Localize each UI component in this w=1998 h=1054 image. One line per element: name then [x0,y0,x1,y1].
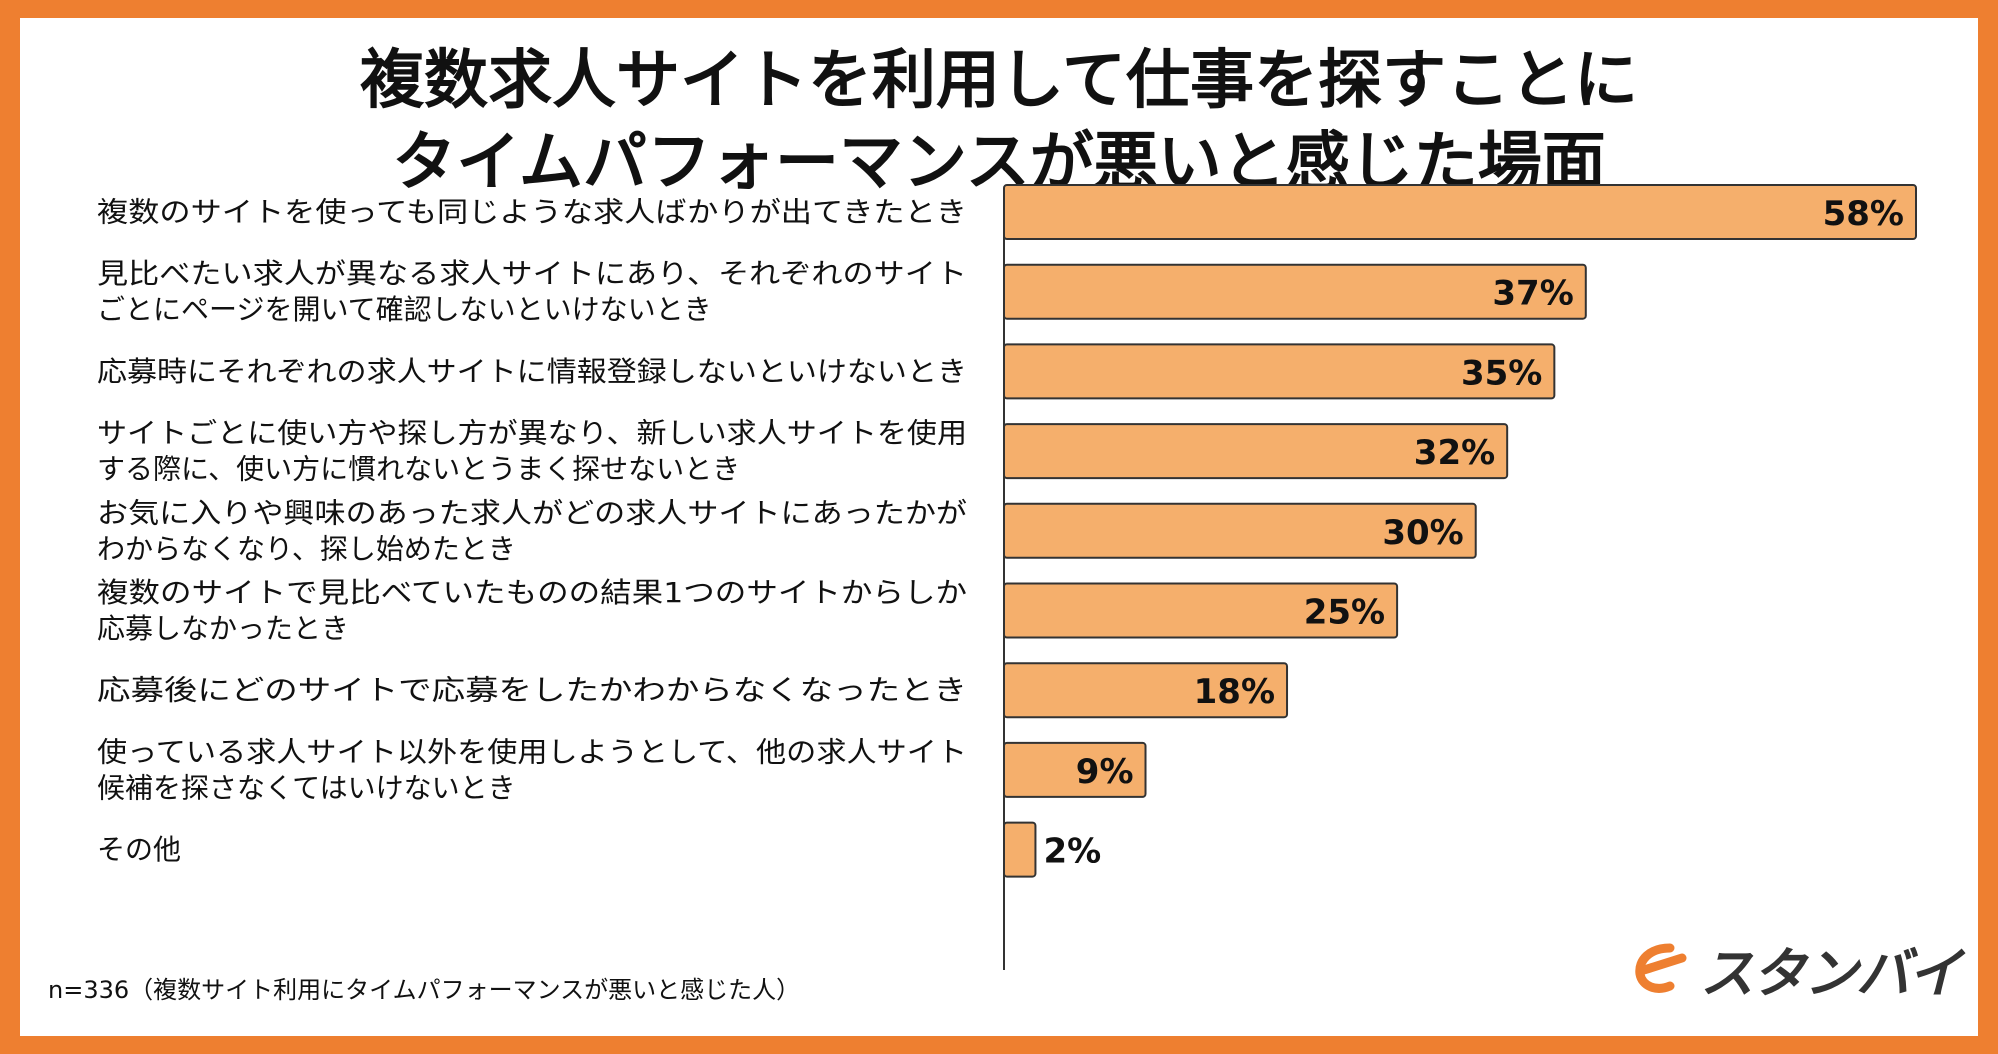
category-label-4-line-2: する際に、使い方に慣れないとうまく探せないとき [97,453,740,486]
category-label-7-line-1: 応募後にどのサイトで応募をしたかわからなくなったとき [97,674,967,707]
value-label-4: 32% [1414,433,1495,473]
chart-title: 複数求人サイトを利用して仕事を探すことに タイムパフォーマンスが悪いと感じた場面 [20,40,1978,204]
logo-text: スタンバイ [1700,941,1962,1005]
category-label-5-line-2: わからなくなり、探し始めたとき [97,532,516,565]
stanby-logo-icon [1635,943,1687,993]
title-line-1: 複数求人サイトを利用して仕事を探すことに [359,44,1639,118]
value-label-9: 2% [1043,832,1101,872]
value-label-5: 30% [1382,513,1463,553]
category-label-2-line-1: 見比べたい求人が異なる求人サイトにあり、それぞれのサイト [97,257,967,290]
category-label-8-line-1: 使っている求人サイト以外を使用しようとして、他の求人サイト [97,735,967,768]
value-label-6: 25% [1304,593,1385,633]
value-label-2: 37% [1492,274,1573,314]
category-label-6-line-2: 応募しなかったとき [97,612,349,645]
chart-frame: 複数求人サイトを利用して仕事を探すことに タイムパフォーマンスが悪いと感じた場面… [20,18,1978,1036]
category-label-6-line-1: 複数のサイトで見比べていたものの結果1つのサイトからしか [97,576,967,609]
bar-9 [1003,821,1037,878]
stanby-logo: スタンバイ [1630,928,1962,1008]
category-label-4-line-1: サイトごとに使い方や探し方が異なり、新しい求人サイトを使用 [97,417,967,450]
category-label-2-line-2: ごとにページを開いて確認しないといけないとき [97,293,712,326]
category-label-8-line-2: 候補を探さなくてはいけないとき [97,771,516,804]
bar-chart: 58% 複数のサイトを使っても同じような求人ばかりが出てきたとき 37% 見比べたい求… [97,184,1917,970]
value-label-8: 9% [1076,752,1134,792]
category-label-3-line-1: 応募時にそれぞれの求人サイトに情報登録しないといけないとき [97,355,967,388]
category-label-1-line-1: 複数のサイトを使っても同じような求人ばかりが出てきたとき [97,196,967,229]
value-label-7: 18% [1194,672,1275,712]
sample-size-note: n=336（複数サイト利用にタイムパフォーマンスが悪いと感じた人） [48,976,801,1004]
value-label-3: 35% [1461,353,1542,393]
category-label-5-line-1: お気に入りや興味のあった求人がどの求人サイトにあったかが [97,496,967,529]
category-label-9-line-1: その他 [97,833,181,866]
value-label-1: 58% [1823,194,1904,234]
bar-1 [1003,184,1917,240]
